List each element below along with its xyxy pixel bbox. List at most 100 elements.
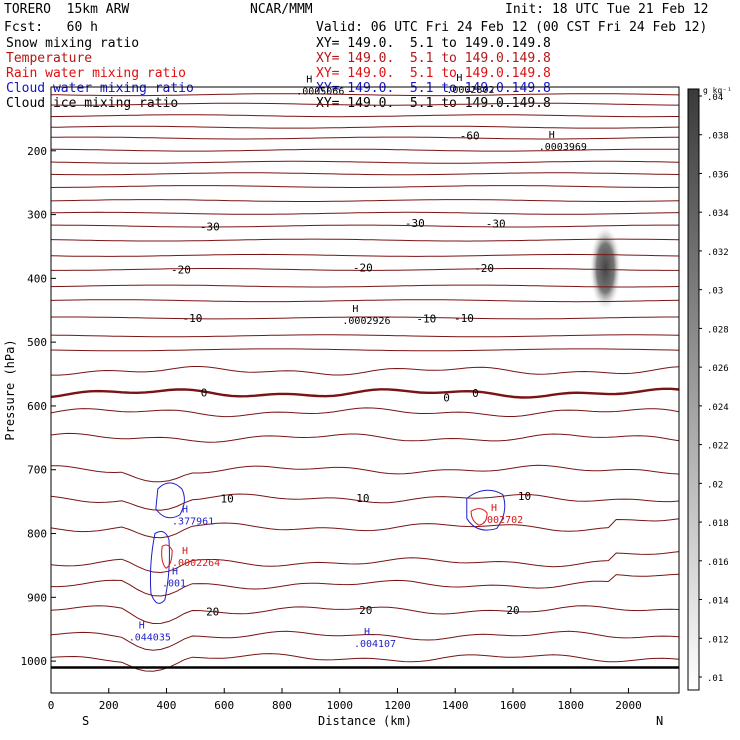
maximum-value-label: .044035 xyxy=(129,633,171,644)
mixing-ratio-contour xyxy=(155,482,185,519)
colorbar-unit: g kg⁻¹ xyxy=(703,86,732,95)
isotherm-label: -30 xyxy=(405,217,425,230)
colorbar-tick-label: .04 xyxy=(707,93,723,103)
isotherm-line xyxy=(51,268,679,271)
x-tick-label: 800 xyxy=(272,699,292,712)
field-cloud-ice: Cloud ice mixing ratio xyxy=(6,96,179,111)
maximum-value-label: .0005066 xyxy=(296,86,344,97)
y-tick-label: 400 xyxy=(27,272,47,285)
maximum-value-label: .0003969 xyxy=(539,142,587,153)
y-tick-label: 200 xyxy=(27,145,47,158)
model-title: TORERO 15km ARW xyxy=(4,2,130,17)
isotherm-label: 20 xyxy=(206,605,219,618)
colorbar-tick-label: .012 xyxy=(707,635,729,645)
field-snow: Snow mixing ratio xyxy=(6,36,140,51)
field-cloud-water: Cloud water mixing ratio xyxy=(6,81,194,96)
colorbar-tick-label: .036 xyxy=(707,170,729,180)
isotherm-line xyxy=(51,299,679,303)
maximum-h-marker: H xyxy=(352,304,358,315)
valid-time: Valid: 06 UTC Fri 24 Feb 12 (00 CST Fri … xyxy=(316,20,708,35)
isotherm-line xyxy=(51,224,679,228)
isotherm-label: 0 xyxy=(443,392,450,405)
colorbar-tick-label: .018 xyxy=(707,519,729,529)
isotherm-line xyxy=(51,605,679,625)
isotherm-line xyxy=(51,284,679,288)
maximum-value-label: .377961 xyxy=(172,516,214,527)
y-tick-label: 500 xyxy=(27,336,47,349)
isotherm-label: -10 xyxy=(454,312,474,325)
isotherm-line xyxy=(51,518,679,539)
isotherm-line xyxy=(51,148,679,152)
colorbar-tick-label: .02 xyxy=(707,480,723,490)
y-tick-label: 300 xyxy=(27,209,47,222)
isotherm-label: 10 xyxy=(221,492,234,505)
mixing-ratio-contour xyxy=(470,508,488,526)
maximum-value-label: .004107 xyxy=(354,639,396,650)
maximum-h-marker: H xyxy=(182,504,188,515)
x-tick-label: 2000 xyxy=(615,699,642,712)
y-tick-label: 1000 xyxy=(21,655,48,668)
maximum-h-marker: H xyxy=(364,627,370,638)
colorbar-tick-label: .014 xyxy=(707,597,729,607)
mixing-ratio-contour xyxy=(466,489,506,531)
isotherm-label: -20 xyxy=(353,262,373,275)
y-tick-label: 900 xyxy=(27,591,47,604)
x-axis-label: Distance (km) xyxy=(318,714,412,728)
isotherm-line xyxy=(51,366,679,376)
maximum-value-label: .0002264 xyxy=(172,558,220,569)
mixing-ratio-contour xyxy=(149,531,170,604)
maximum-value-label: .0002802 xyxy=(446,85,494,96)
isotherm-label: 10 xyxy=(356,492,369,505)
isotherm-line xyxy=(51,334,679,338)
maximum-value-label: .002702 xyxy=(481,515,523,526)
isotherm-label: -30 xyxy=(486,218,506,231)
colorbar-tick-label: .028 xyxy=(707,325,729,335)
isotherm-label: -10 xyxy=(416,313,436,326)
isotherm-line xyxy=(51,160,679,164)
isotherm-label: 10 xyxy=(518,490,531,503)
direction-north: N xyxy=(656,714,663,728)
direction-south: S xyxy=(82,714,89,728)
x-tick-label: 1000 xyxy=(326,699,353,712)
field-temperature-xy: XY= 149.0. 5.1 to 149.0.149.8 xyxy=(316,51,551,66)
isotherm-line xyxy=(51,114,679,118)
field-rain-xy: XY= 149.0. 5.1 to 149.0.149.8 xyxy=(316,66,551,81)
isotherm-label: 20 xyxy=(506,604,519,617)
init-time: Init: 18 UTC Tue 21 Feb 12 xyxy=(505,2,709,17)
isotherm-label: 0 xyxy=(201,387,208,400)
isotherm-line xyxy=(51,253,679,257)
field-temperature: Temperature xyxy=(6,51,93,66)
isotherm-line xyxy=(51,172,679,176)
isotherm-line xyxy=(51,136,679,140)
field-rain: Rain water mixing ratio xyxy=(6,66,187,81)
colorbar: .01 .012 .014 .016 .018 .02 .022 .024 .026 .028 .0… xyxy=(687,86,732,691)
isotherm-line xyxy=(51,407,679,418)
isotherm-line xyxy=(51,464,679,483)
colorbar-tick-label: .024 xyxy=(707,403,729,413)
colorbar-strip xyxy=(687,88,700,691)
y-tick-label: 800 xyxy=(27,528,47,541)
forecast-hour: Fcst: 60 h xyxy=(4,20,98,35)
isotherm-line xyxy=(51,573,679,597)
isotherm-line xyxy=(51,387,679,399)
y-axis-label: Pressure (hPa) xyxy=(3,339,17,440)
org-label: NCAR/MMM xyxy=(250,2,313,17)
isotherm-label: -20 xyxy=(474,262,494,275)
maximum-h-marker: H xyxy=(456,73,462,84)
isotherm-line xyxy=(51,432,679,443)
overlay: -60 -30 -30 -30 -20 -20 -20 -10 -10 -10 0 0 0 10 10 10 2… xyxy=(129,73,587,650)
x-tick-label: 400 xyxy=(157,699,177,712)
x-tick-label: 1400 xyxy=(442,699,469,712)
colorbar-tick-label: .032 xyxy=(707,248,729,258)
isotherm-line xyxy=(51,551,679,574)
cloud-ice-shading xyxy=(589,224,622,313)
maximum-h-marker: H xyxy=(182,546,188,557)
field-cloud-water-xy: XY= 149.0. 5.1 to 149.0.149.8 xyxy=(316,81,551,96)
y-tick-label: 700 xyxy=(27,464,47,477)
isotherm-line xyxy=(51,185,679,188)
isotherm-line xyxy=(51,238,679,242)
maximum-value-label: .001 xyxy=(162,578,186,589)
isotherm-line xyxy=(51,199,679,202)
isotherm-line xyxy=(51,93,679,97)
